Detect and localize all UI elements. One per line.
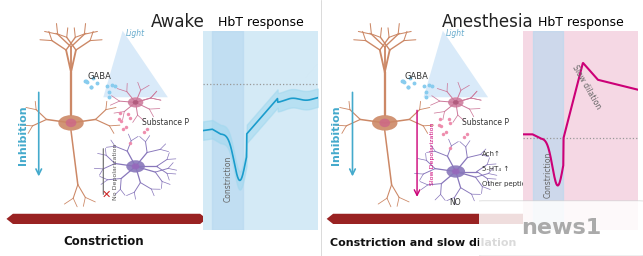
Polygon shape bbox=[104, 31, 168, 97]
Text: Slow dilation: Slow dilation bbox=[570, 63, 602, 110]
Text: NO: NO bbox=[449, 198, 461, 207]
Bar bbox=[212, 31, 243, 230]
Ellipse shape bbox=[453, 100, 458, 105]
Text: news1: news1 bbox=[521, 218, 601, 238]
Text: Other peptides ↑: Other peptides ↑ bbox=[482, 181, 542, 187]
Text: Anesthesia: Anesthesia bbox=[442, 13, 534, 31]
Text: No Depolarization: No Depolarization bbox=[113, 143, 118, 200]
Text: Constriction: Constriction bbox=[63, 235, 143, 248]
Polygon shape bbox=[6, 214, 206, 224]
Ellipse shape bbox=[448, 97, 464, 108]
Bar bbox=[532, 31, 563, 230]
Text: Substance P: Substance P bbox=[142, 118, 189, 127]
Text: Substance P: Substance P bbox=[462, 118, 509, 127]
Text: Light: Light bbox=[446, 29, 466, 38]
Ellipse shape bbox=[132, 163, 140, 169]
Text: Ach↑: Ach↑ bbox=[482, 151, 500, 157]
Text: 5-HT₄ ↑: 5-HT₄ ↑ bbox=[482, 166, 509, 172]
Text: Inhibition: Inhibition bbox=[331, 106, 341, 165]
Ellipse shape bbox=[66, 119, 77, 127]
Text: ✕: ✕ bbox=[102, 189, 111, 200]
Text: Constriction and slow dilation: Constriction and slow dilation bbox=[331, 238, 517, 248]
Polygon shape bbox=[327, 214, 546, 224]
Ellipse shape bbox=[446, 165, 465, 178]
Ellipse shape bbox=[372, 115, 397, 131]
Ellipse shape bbox=[452, 168, 460, 175]
Text: GABA: GABA bbox=[404, 72, 428, 81]
Text: Constriction: Constriction bbox=[224, 155, 233, 202]
Text: HbT response: HbT response bbox=[217, 16, 303, 29]
Text: GABA: GABA bbox=[87, 72, 111, 81]
Ellipse shape bbox=[59, 115, 84, 131]
Ellipse shape bbox=[132, 100, 138, 105]
Text: Constriction: Constriction bbox=[544, 151, 553, 198]
Ellipse shape bbox=[379, 119, 390, 127]
Ellipse shape bbox=[126, 160, 145, 173]
Ellipse shape bbox=[128, 97, 143, 108]
Text: Inhibition: Inhibition bbox=[17, 106, 28, 165]
Text: Awake: Awake bbox=[150, 13, 204, 31]
Text: HbT response: HbT response bbox=[538, 16, 624, 29]
FancyBboxPatch shape bbox=[474, 201, 643, 256]
Text: Light: Light bbox=[126, 29, 145, 38]
Polygon shape bbox=[424, 31, 488, 97]
Text: Slow Depolarization: Slow Depolarization bbox=[430, 122, 435, 185]
